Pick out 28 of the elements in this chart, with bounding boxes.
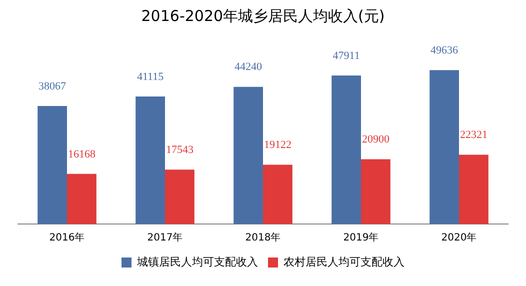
bar <box>136 96 165 224</box>
bar <box>459 154 488 224</box>
x-tick-label: 2019年 <box>343 232 379 244</box>
bar <box>165 170 194 224</box>
data-label: 19122 <box>264 139 292 152</box>
bar <box>38 106 67 224</box>
x-tick-label: 2016年 <box>49 232 85 244</box>
x-tick-label: 2020年 <box>441 232 477 244</box>
data-label: 41115 <box>136 70 164 83</box>
data-label: 47911 <box>332 50 360 62</box>
bar <box>234 86 263 224</box>
legend-label: 城镇居民人均可支配收入 <box>136 255 258 268</box>
bar <box>332 75 361 224</box>
x-tick-label: 2018年 <box>245 232 281 244</box>
bar <box>263 164 292 224</box>
bar <box>67 174 96 224</box>
data-label: 20900 <box>362 134 390 146</box>
data-label: 17543 <box>166 144 194 156</box>
bar <box>430 70 459 224</box>
chart-title: 2016-2020年城乡居民人均收入(元) <box>141 6 385 25</box>
data-label: 22321 <box>460 129 488 142</box>
legend-label: 农村居民人均可支配收入 <box>284 255 404 268</box>
data-label: 38067 <box>38 80 67 92</box>
bar <box>361 159 390 224</box>
data-label: 16168 <box>68 148 96 160</box>
data-label: 49636 <box>430 44 459 57</box>
data-label: 44240 <box>234 61 263 74</box>
x-tick-label: 2017年 <box>147 232 183 244</box>
